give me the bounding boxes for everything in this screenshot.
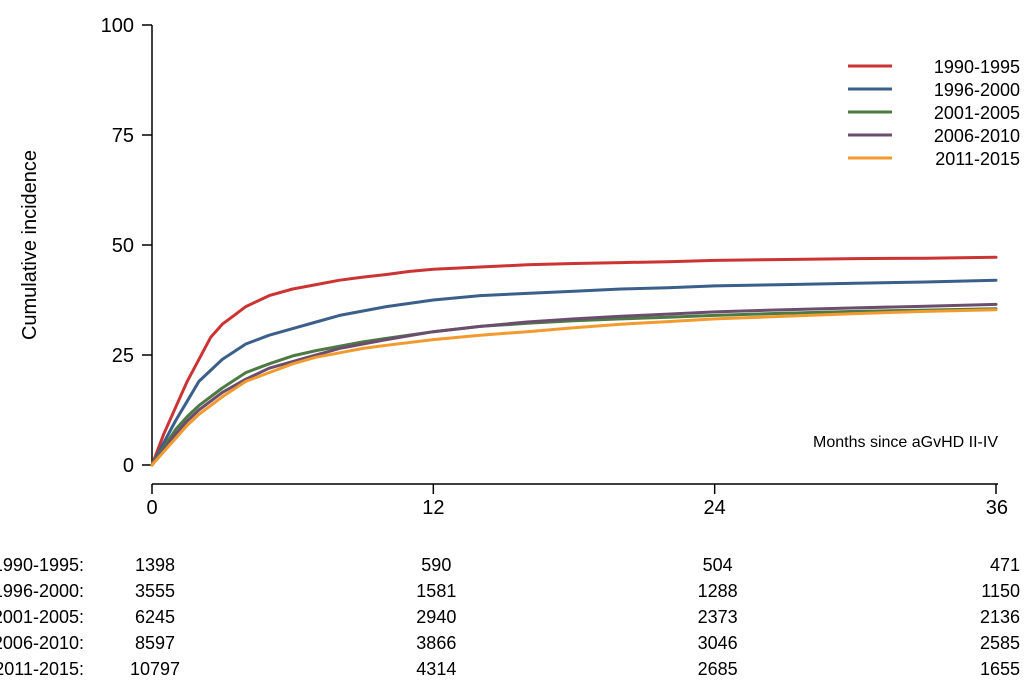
risk-table-cell: 1581 — [416, 581, 456, 601]
risk-table-cell: 504 — [703, 555, 733, 575]
risk-table-cell: 1655 — [980, 659, 1020, 679]
risk-table: 1990-1995: 1398 590 504 471 1996-2000: 3555 158… — [0, 555, 1020, 679]
risk-table-cell: 4314 — [416, 659, 456, 679]
y-tick-label: 50 — [112, 235, 134, 257]
risk-table-cell: 1398 — [135, 555, 175, 575]
y-tick-label: 100 — [101, 15, 134, 37]
risk-table-cell: 10797 — [130, 659, 180, 679]
x-tick-label: 24 — [704, 497, 726, 519]
x-axis-label: Months since aGvHD II-IV — [813, 434, 998, 451]
series-line-2006-2010 — [150, 302, 998, 467]
series-line-2011-2015 — [150, 308, 998, 467]
legend: 1990-1995 1996-2000 2001-2005 2006-2010 2011… — [848, 57, 1020, 169]
y-tick-label: 75 — [112, 125, 134, 147]
risk-table-row-label: 2001-2005: — [0, 607, 84, 627]
risk-table-cell: 1150 — [981, 581, 1020, 601]
risk-table-cell: 2373 — [698, 607, 738, 627]
risk-table-cell: 3866 — [416, 633, 456, 653]
legend-label: 2011-2015 — [935, 149, 1020, 169]
y-tick-label: 0 — [123, 455, 134, 477]
risk-table-cell: 6245 — [135, 607, 175, 627]
risk-table-row-label: 2011-2015: — [0, 659, 84, 679]
legend-label: 1990-1995 — [934, 57, 1020, 77]
series-lines — [150, 255, 998, 467]
legend-label: 2006-2010 — [934, 126, 1020, 146]
risk-table-cell: 2685 — [698, 659, 738, 679]
risk-table-cell: 590 — [421, 555, 451, 575]
x-tick-label: 12 — [422, 497, 444, 519]
risk-table-row-label: 2006-2010: — [0, 633, 84, 653]
series-line-1990-1995 — [150, 255, 998, 467]
axes — [151, 25, 998, 485]
x-tick-label: 36 — [986, 497, 1008, 519]
y-tick-label: 25 — [112, 345, 134, 367]
legend-label: 1996-2000 — [934, 80, 1020, 100]
risk-table-row-label: 1996-2000: — [0, 581, 84, 601]
y-ticks: 0 25 50 75 100 — [101, 15, 152, 477]
series-line-2001-2005 — [150, 307, 998, 467]
risk-table-cell: 3046 — [698, 633, 738, 653]
y-axis-label: Cumulative incidence — [19, 150, 41, 340]
risk-table-cell: 8597 — [135, 633, 175, 653]
risk-table-cell: 2940 — [416, 607, 456, 627]
x-tick-label: 0 — [146, 497, 157, 519]
risk-table-cell: 2585 — [980, 633, 1020, 653]
risk-table-row-label: 1990-1995: — [0, 555, 84, 575]
risk-table-cell: 2136 — [980, 607, 1020, 627]
series-line-1996-2000 — [150, 278, 998, 467]
risk-table-cell: 3555 — [135, 581, 175, 601]
risk-table-cell: 471 — [990, 555, 1020, 575]
risk-table-cell: 1288 — [698, 581, 738, 601]
x-ticks: 0 12 24 36 — [146, 484, 1008, 519]
legend-label: 2001-2005 — [934, 103, 1020, 123]
